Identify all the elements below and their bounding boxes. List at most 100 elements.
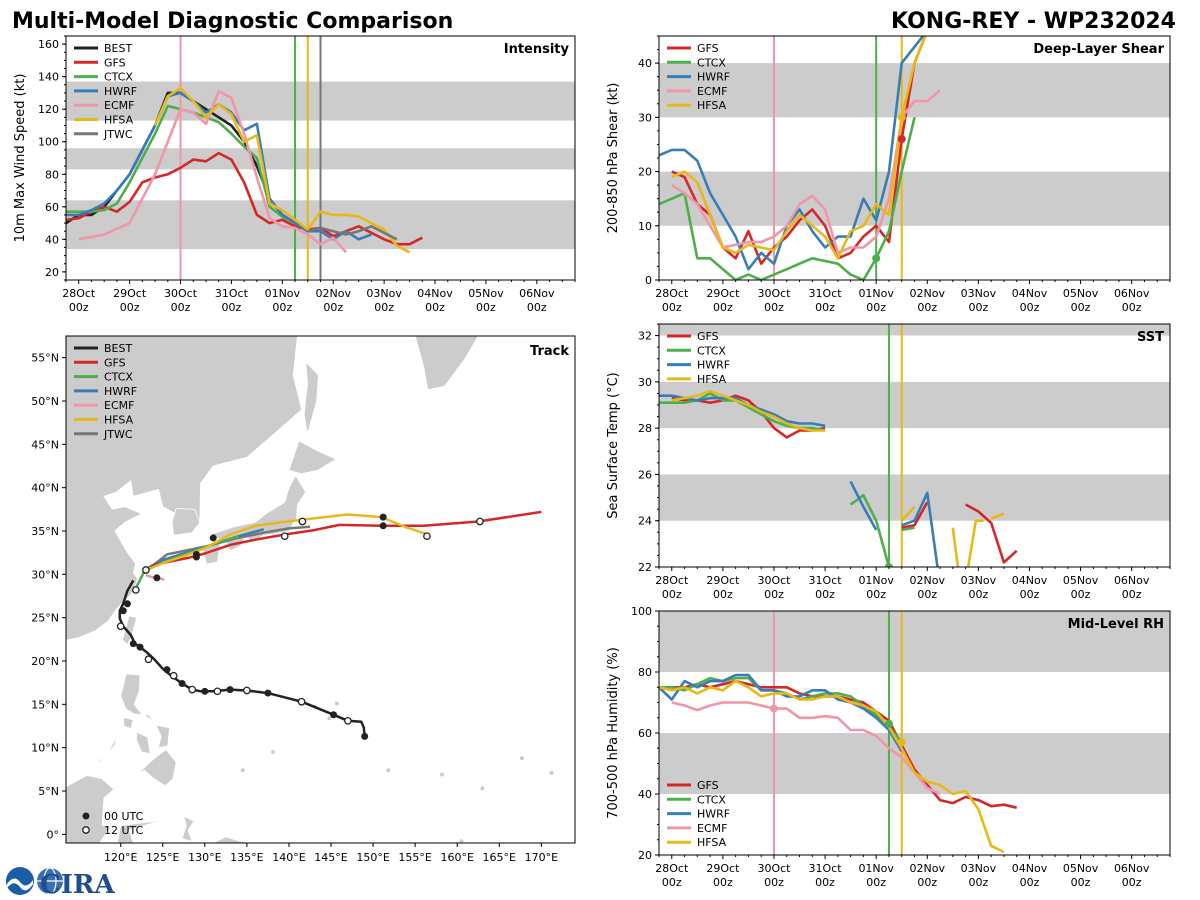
track-point-00utc	[178, 680, 186, 688]
lat-tick-label: 40°N	[31, 482, 59, 495]
y-tick-label: 100	[38, 136, 59, 149]
intensity-panel: 2040608010012014016028Oct00z29Oct00z30Oc…	[13, 35, 576, 314]
land-taiwan	[121, 615, 138, 646]
track-point-12utc	[144, 655, 153, 664]
track-point-00utc	[379, 513, 387, 521]
x-tick-label-date: 04Nov	[1012, 287, 1048, 300]
legend-label-ctcx: CTCX	[104, 71, 133, 84]
lat-tick-label: 25°N	[31, 612, 59, 625]
x-tick-label-date: 04Nov	[417, 287, 453, 300]
legend-label-ecmf: ECMF	[104, 99, 134, 112]
x-tick-label-hour: 00z	[917, 588, 937, 601]
track-point-00utc	[201, 687, 209, 695]
lon-tick-label: 125°E	[146, 851, 179, 864]
x-tick-label-hour: 00z	[1071, 876, 1091, 889]
land-small-island	[480, 786, 485, 791]
legend-label-ctcx: CTCX	[697, 56, 726, 69]
y-tick-label: 30	[638, 376, 652, 389]
x-tick-label-hour: 00z	[1020, 588, 1040, 601]
land-small-island	[459, 839, 464, 843]
track-point-00utc	[192, 553, 200, 561]
x-tick-label-date: 31Oct	[809, 287, 843, 300]
legend-label-best: BEST	[104, 42, 132, 55]
panel-title: Mid-Level RH	[1068, 617, 1164, 632]
x-tick-label-hour: 00z	[917, 876, 937, 889]
figure-title: Multi-Model Diagnostic Comparison	[12, 9, 453, 34]
track-point-12utc	[188, 685, 197, 694]
map-frame	[65, 335, 576, 844]
x-tick-label-date: 29Oct	[706, 862, 740, 875]
x-tick-label-date: 03Nov	[961, 862, 997, 875]
series-line-ctcx	[659, 117, 916, 280]
track-point-12utc	[116, 622, 125, 631]
lon-tick-label: 145°E	[314, 851, 347, 864]
legend-label-hwrf: HWRF	[697, 71, 730, 84]
x-tick-label-hour: 00z	[968, 301, 988, 314]
track-line-gfs	[145, 510, 542, 573]
series-line-hfsa	[900, 505, 916, 522]
land-new-guinea	[213, 836, 256, 843]
track-point-00utc	[226, 686, 234, 694]
y-tick-label: 60	[45, 201, 59, 214]
track-point-12utc	[131, 586, 140, 594]
lat-tick-label: 15°N	[31, 698, 59, 711]
land-small-island	[440, 772, 445, 777]
series-line-ecmf	[78, 90, 347, 254]
marker-ecmf	[769, 704, 778, 713]
series-line-gfs	[901, 501, 929, 529]
land-korea-south	[171, 508, 201, 536]
land-kamchatka	[414, 336, 479, 391]
land-small-island	[327, 716, 332, 721]
x-tick-label-date: 30Oct	[164, 287, 198, 300]
land-small-island	[549, 770, 554, 775]
marker-hfsa	[897, 113, 906, 122]
x-tick-label-date: 02Nov	[910, 287, 946, 300]
legend-label-gfs: GFS	[697, 42, 719, 55]
lon-tick-label: 135°E	[230, 851, 263, 864]
track-point-12utc	[476, 517, 484, 526]
x-tick-label-date: 30Oct	[757, 287, 791, 300]
series-line-hfsa	[966, 519, 984, 567]
lon-tick-label: 160°E	[440, 851, 473, 864]
series-line-hwrf	[849, 480, 878, 531]
land-sakhalin	[303, 360, 319, 435]
track-point-12utc	[297, 697, 306, 706]
x-tick-label-date: 05Nov	[1063, 862, 1099, 875]
y-tick-label: 40	[638, 788, 652, 801]
x-tick-label-hour: 00z	[968, 588, 988, 601]
x-tick-label-date: 05Nov	[1063, 574, 1099, 587]
y-axis-label: Sea Surface Temp (°C)	[606, 372, 621, 519]
noaa-emblem-icon	[6, 867, 34, 895]
y-tick-label: 22	[638, 561, 652, 574]
panel-title: Intensity	[504, 42, 570, 57]
y-tick-label: 80	[638, 666, 652, 679]
x-tick-label-hour: 00z	[815, 588, 835, 601]
lon-tick-label: 130°E	[188, 851, 221, 864]
legend-marker-00utc	[82, 812, 90, 820]
lat-tick-label: 55°N	[31, 352, 59, 365]
x-tick-label-hour: 00z	[323, 301, 343, 314]
land-mindanao	[137, 748, 177, 787]
plot-frame	[658, 323, 1171, 568]
x-tick-label-date: 31Oct	[809, 574, 843, 587]
land-luzon	[120, 673, 155, 723]
plot-area	[659, 36, 1170, 280]
x-tick-label-hour: 00z	[171, 301, 191, 314]
lon-tick-label: 170°E	[525, 851, 558, 864]
x-tick-label-hour: 00z	[1122, 588, 1142, 601]
track-point-00utc	[209, 534, 217, 542]
x-tick-label-hour: 00z	[1122, 301, 1142, 314]
cira-logo-text: CIRA	[40, 870, 115, 900]
series-line-gfs	[671, 679, 1017, 809]
series-line-hfsa	[951, 527, 960, 567]
track-point-12utc	[423, 532, 431, 541]
legend-label-hfsa: HFSA	[104, 114, 134, 127]
x-tick-label-hour: 00z	[120, 301, 140, 314]
plot-area	[659, 611, 1170, 855]
lat-tick-label: 0°	[47, 828, 60, 841]
panel-title: Deep-Layer Shear	[1033, 42, 1164, 57]
land-samar-leyte	[155, 724, 170, 749]
track-point-12utc	[243, 686, 251, 695]
y-tick-label: 32	[638, 330, 652, 343]
legend-label-hfsa: HFSA	[697, 99, 727, 112]
